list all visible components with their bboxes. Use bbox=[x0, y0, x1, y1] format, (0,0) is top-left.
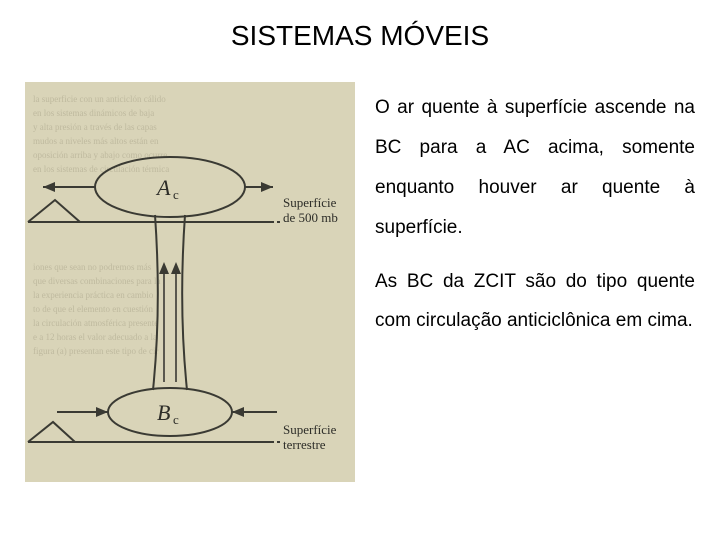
svg-text:to de que el elemento en cuest: to de que el elemento en cuestión bbox=[33, 304, 153, 314]
svg-text:y alta presión a través de las: y alta presión a través de las capas bbox=[33, 122, 157, 132]
svg-text:en los sistemas dinámicos de b: en los sistemas dinámicos de baja bbox=[33, 108, 154, 118]
bottom-ellipse-sub: c bbox=[173, 412, 179, 427]
svg-text:la experiencia práctica en cam: la experiencia práctica en cambio bbox=[33, 290, 154, 300]
top-ellipse-sub: c bbox=[173, 187, 179, 202]
svg-text:iones que sean no podremos más: iones que sean no podremos más bbox=[33, 262, 152, 272]
bottom-ellipse-label: B bbox=[157, 400, 170, 425]
text-panel: O ar quente à superfície ascende na BC p… bbox=[375, 82, 695, 482]
diagram-panel: la superficie con un anticiclón cálido e… bbox=[25, 82, 355, 482]
svg-text:en los sistemas de circulación: en los sistemas de circulación térmica bbox=[33, 164, 169, 174]
surface-terr-label-2: terrestre bbox=[283, 437, 326, 452]
diagram-svg: la superficie con un anticiclón cálido e… bbox=[25, 82, 355, 482]
content-row: la superficie con un anticiclón cálido e… bbox=[0, 52, 720, 482]
surface-500-label-1: Superfície bbox=[283, 195, 337, 210]
svg-text:figura (a) presentan este tipo: figura (a) presentan este tipo de cir bbox=[33, 346, 158, 356]
page-title: SISTEMAS MÓVEIS bbox=[0, 0, 720, 52]
paragraph-1: O ar quente à superfície ascende na BC p… bbox=[375, 88, 695, 248]
top-ellipse-label: A bbox=[155, 175, 171, 200]
paragraph-2: As BC da ZCIT são do tipo quente com cir… bbox=[375, 262, 695, 342]
svg-text:que diversas combinaciones par: que diversas combinaciones para la bbox=[33, 276, 160, 286]
svg-text:mudos a niveles más altos está: mudos a niveles más altos están en bbox=[33, 136, 159, 146]
svg-text:la superficie con un anticicló: la superficie con un anticiclón cálido bbox=[33, 94, 166, 104]
surface-500-label-2: de 500 mb bbox=[283, 210, 338, 225]
svg-text:la circulación atmosférica pre: la circulación atmosférica presente bbox=[33, 318, 158, 328]
surface-terr-label-1: Superfície bbox=[283, 422, 337, 437]
svg-text:e a 12 horas el valor adecuado: e a 12 horas el valor adecuado a la bbox=[33, 332, 157, 342]
